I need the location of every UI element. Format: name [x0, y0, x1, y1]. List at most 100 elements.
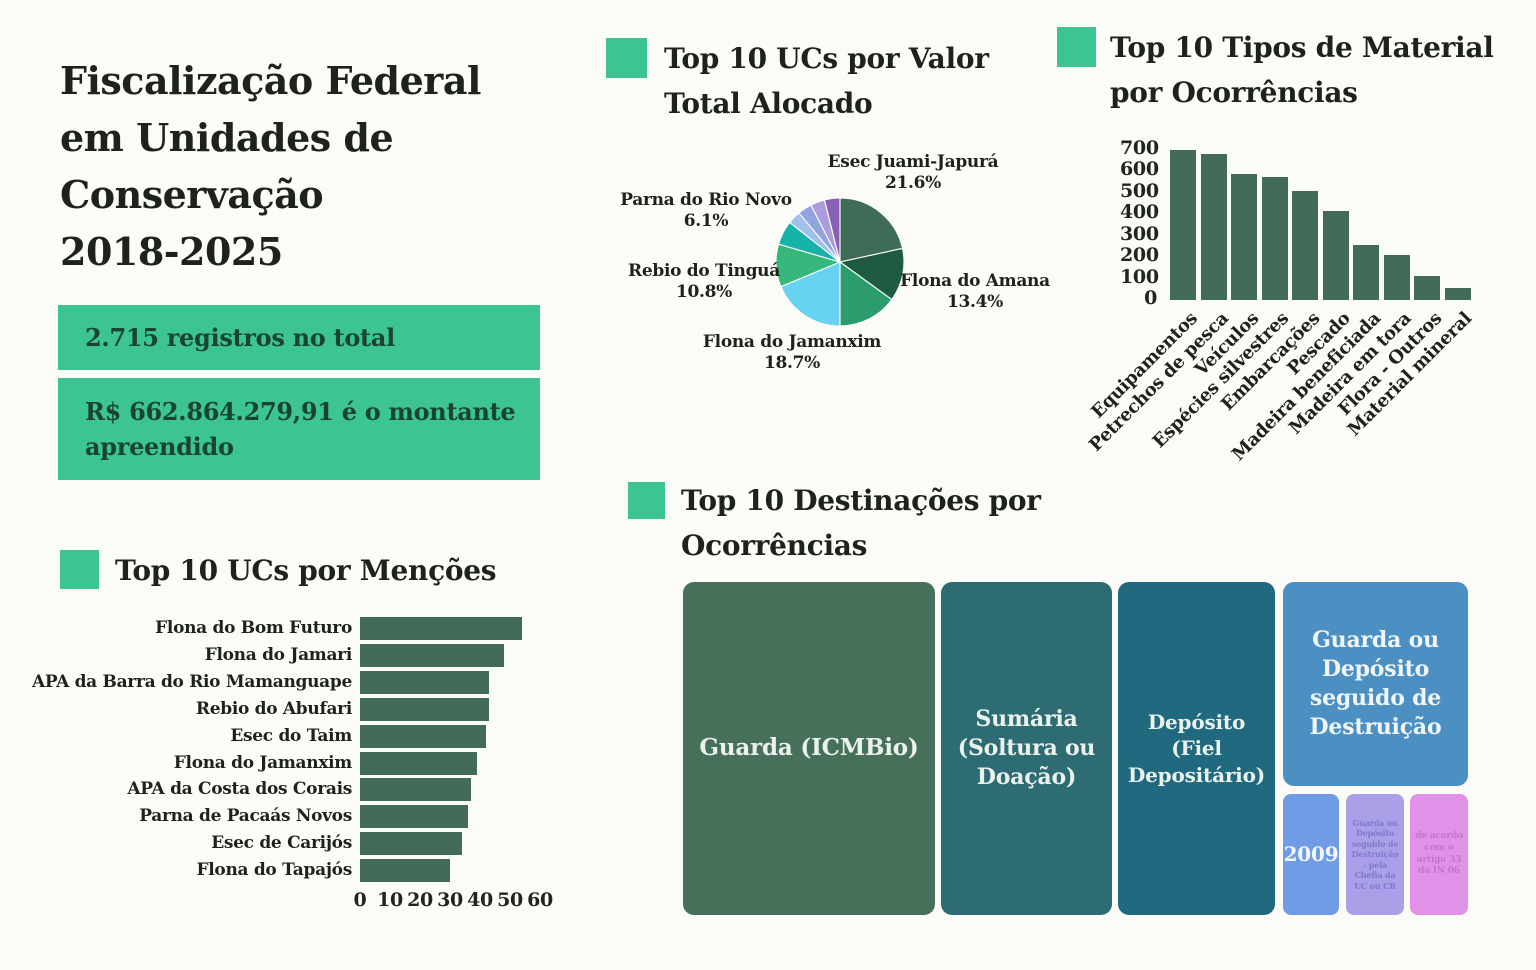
vbar-bar: [1261, 176, 1288, 300]
badge-total-amount-line: R$ 662.864.279,91 é o montante: [85, 397, 516, 426]
hbar-bar: [360, 643, 504, 667]
pie-label-name: Esec Juami-Japurá: [827, 152, 999, 172]
hbar-x-tick-label: 30: [437, 889, 463, 911]
accent-square-icon: [628, 482, 665, 519]
badge-total-records-text: 2.715 registros no total: [85, 323, 395, 352]
pie-label-esec-juami-japura: Esec Juami-Japurá 21.6%: [818, 152, 1008, 194]
pie-slice: [780, 261, 841, 327]
page-title-line: Fiscalização Federal: [60, 58, 481, 103]
hbar-x-tick-label: 20: [407, 889, 433, 911]
section-title-material: Top 10 Tipos de Material por Ocorrências: [1110, 25, 1494, 115]
treemap-cell: de acordo com o artigo 33 da IN 06: [1410, 794, 1468, 915]
hbar-bar: [360, 724, 486, 748]
pie-label-pct: 18.7%: [763, 353, 821, 373]
badge-total-amount-line: apreendido: [85, 432, 234, 461]
section-title-line: Top 10 Tipos de Material: [1110, 31, 1494, 64]
section-title-line: Ocorrências: [681, 529, 868, 562]
hbar-category-label: Flona do Jamari: [204, 644, 353, 665]
hbar-bar: [360, 751, 477, 775]
treemap-cell: Guarda ou Depósito seguido de Destruição…: [1346, 794, 1404, 915]
vbar-bar: [1353, 245, 1379, 300]
vbar-y-tick-label: 0: [1144, 287, 1157, 309]
pie-label-flona-jamanxim: Flona do Jamanxim 18.7%: [697, 332, 887, 374]
pie-label-name: Rebio do Tinguá: [628, 261, 780, 281]
destinacoes-treemap: Guarda (ICMBio) Sumária (Soltura ou Doaçã…: [683, 582, 1468, 915]
vbar-bar: [1383, 255, 1410, 300]
page-title-line: 2018-2025: [60, 229, 283, 274]
pie-label-rebio-tingua: Rebio do Tinguá 10.8%: [609, 261, 799, 303]
vbar-bar: [1322, 211, 1349, 300]
badge-total-amount: R$ 662.864.279,91 é o montante apreendid…: [58, 378, 540, 480]
hbar-x-tick-label: 60: [527, 889, 553, 911]
hbar-category-label: Esec do Taim: [230, 725, 352, 746]
accent-square-icon: [60, 550, 99, 589]
hbar-bar: [360, 832, 462, 856]
vbar-y-tick-label: 100: [1120, 265, 1159, 288]
pie-label-name: Parna do Rio Novo: [620, 190, 792, 210]
hbar-category-label: Flona do Jamanxim: [173, 752, 353, 773]
page-title-line: Conservação: [60, 172, 324, 217]
hbar-category-label: Rebio do Abufari: [195, 698, 352, 719]
hbar-bar: [360, 670, 489, 694]
treemap-cell-label: Sumária (Soltura ou Doação): [957, 705, 1096, 791]
hbar-category-label: Flona do Bom Futuro: [155, 618, 352, 638]
treemap-cell: Guarda ou Depósito seguido de Destruição: [1283, 582, 1468, 786]
treemap-cell-label: 2009: [1283, 842, 1339, 867]
hbar-bar: [360, 697, 489, 721]
hbar-bar: [360, 617, 522, 640]
pie-label-pct: 21.6%: [884, 173, 942, 193]
hbar-x-tick-label: 50: [497, 889, 523, 911]
accent-square-icon: [1057, 27, 1096, 67]
treemap-cell: Sumária (Soltura ou Doação): [941, 582, 1112, 915]
badge-total-records: 2.715 registros no total: [58, 305, 540, 370]
section-title-destinacoes: Top 10 Destinações por Ocorrências: [681, 478, 1041, 568]
vbar-y-tick-label: 300: [1120, 222, 1159, 245]
pie-slice: [839, 260, 893, 327]
vbar-bar: [1444, 288, 1471, 300]
section-title-line: Top 10 UCs por Valor: [664, 42, 989, 75]
vbar-y-tick-label: 200: [1120, 244, 1159, 267]
hbar-bar: [360, 859, 450, 883]
section-title-line: por Ocorrências: [1110, 76, 1358, 109]
pie-slice: [823, 197, 841, 263]
treemap-cell-label: Guarda ou Depósito seguido de Destruição…: [1351, 817, 1399, 891]
vbar-y-tick-label: 700: [1120, 137, 1159, 159]
hbar-category-label: APA da Barra do Rio Mamanguape: [31, 671, 352, 692]
vbar-bar: [1231, 173, 1257, 300]
vbar-bar: [1200, 154, 1227, 300]
accent-square-icon: [606, 38, 647, 78]
pie-label-flona-amana: Flona do Amana 13.4%: [880, 271, 1070, 313]
pie-label-name: Flona do Jamanxim: [702, 332, 882, 352]
tipos-material-bar-chart: 0 100 200 300 400 500 600 700 Equipamentos Petrec…: [1085, 137, 1532, 468]
treemap-cell-label: Guarda (ICMBio): [699, 734, 919, 762]
valor-alocado-pie-chart: [775, 197, 905, 327]
vbar-y-tick-label: 600: [1120, 158, 1159, 181]
hbar-category-label: Esec de Carijós: [211, 833, 352, 854]
vbar-y-tick-label: 400: [1120, 201, 1159, 224]
pie-label-name: Flona do Amana: [900, 271, 1050, 291]
vbar-bar: [1292, 190, 1318, 300]
hbar-category-label: Flona do Tapajós: [196, 860, 352, 881]
vbar-bar: [1414, 276, 1440, 300]
section-title-valor: Top 10 UCs por Valor Total Alocado: [664, 36, 989, 126]
treemap-cell-label: de acordo com o artigo 33 da IN 06: [1415, 830, 1463, 877]
treemap-cell: Guarda (ICMBio): [683, 582, 935, 915]
hbar-x-tick-label: 40: [467, 889, 493, 911]
pie-label-parna-rio-novo: Parna do Rio Novo 6.1%: [611, 190, 801, 232]
pie-label-pct: 6.1%: [683, 211, 729, 231]
section-title-line: Top 10 Destinações por: [681, 484, 1041, 517]
treemap-cell-label: Guarda ou Depósito seguido de Destruição: [1309, 626, 1442, 741]
hbar-bar: [360, 778, 471, 802]
pie-label-pct: 10.8%: [675, 282, 733, 302]
vbar-y-tick-label: 500: [1120, 179, 1159, 202]
pie-slice: [839, 197, 904, 263]
treemap-cell-label: Depósito (Fiel Depositário): [1128, 709, 1265, 787]
page-title-line: em Unidades de: [60, 115, 394, 160]
section-title-mencoes: Top 10 UCs por Menções: [115, 554, 497, 587]
section-title-line: Total Alocado: [664, 87, 873, 120]
vbar-bar: [1170, 150, 1196, 300]
hbar-bar: [360, 805, 468, 829]
mencoes-bar-chart: Flona do Bom Futuro Flona do Jamari APA da…: [32, 612, 553, 922]
hbar-category-label: APA da Costa dos Corais: [127, 779, 352, 800]
